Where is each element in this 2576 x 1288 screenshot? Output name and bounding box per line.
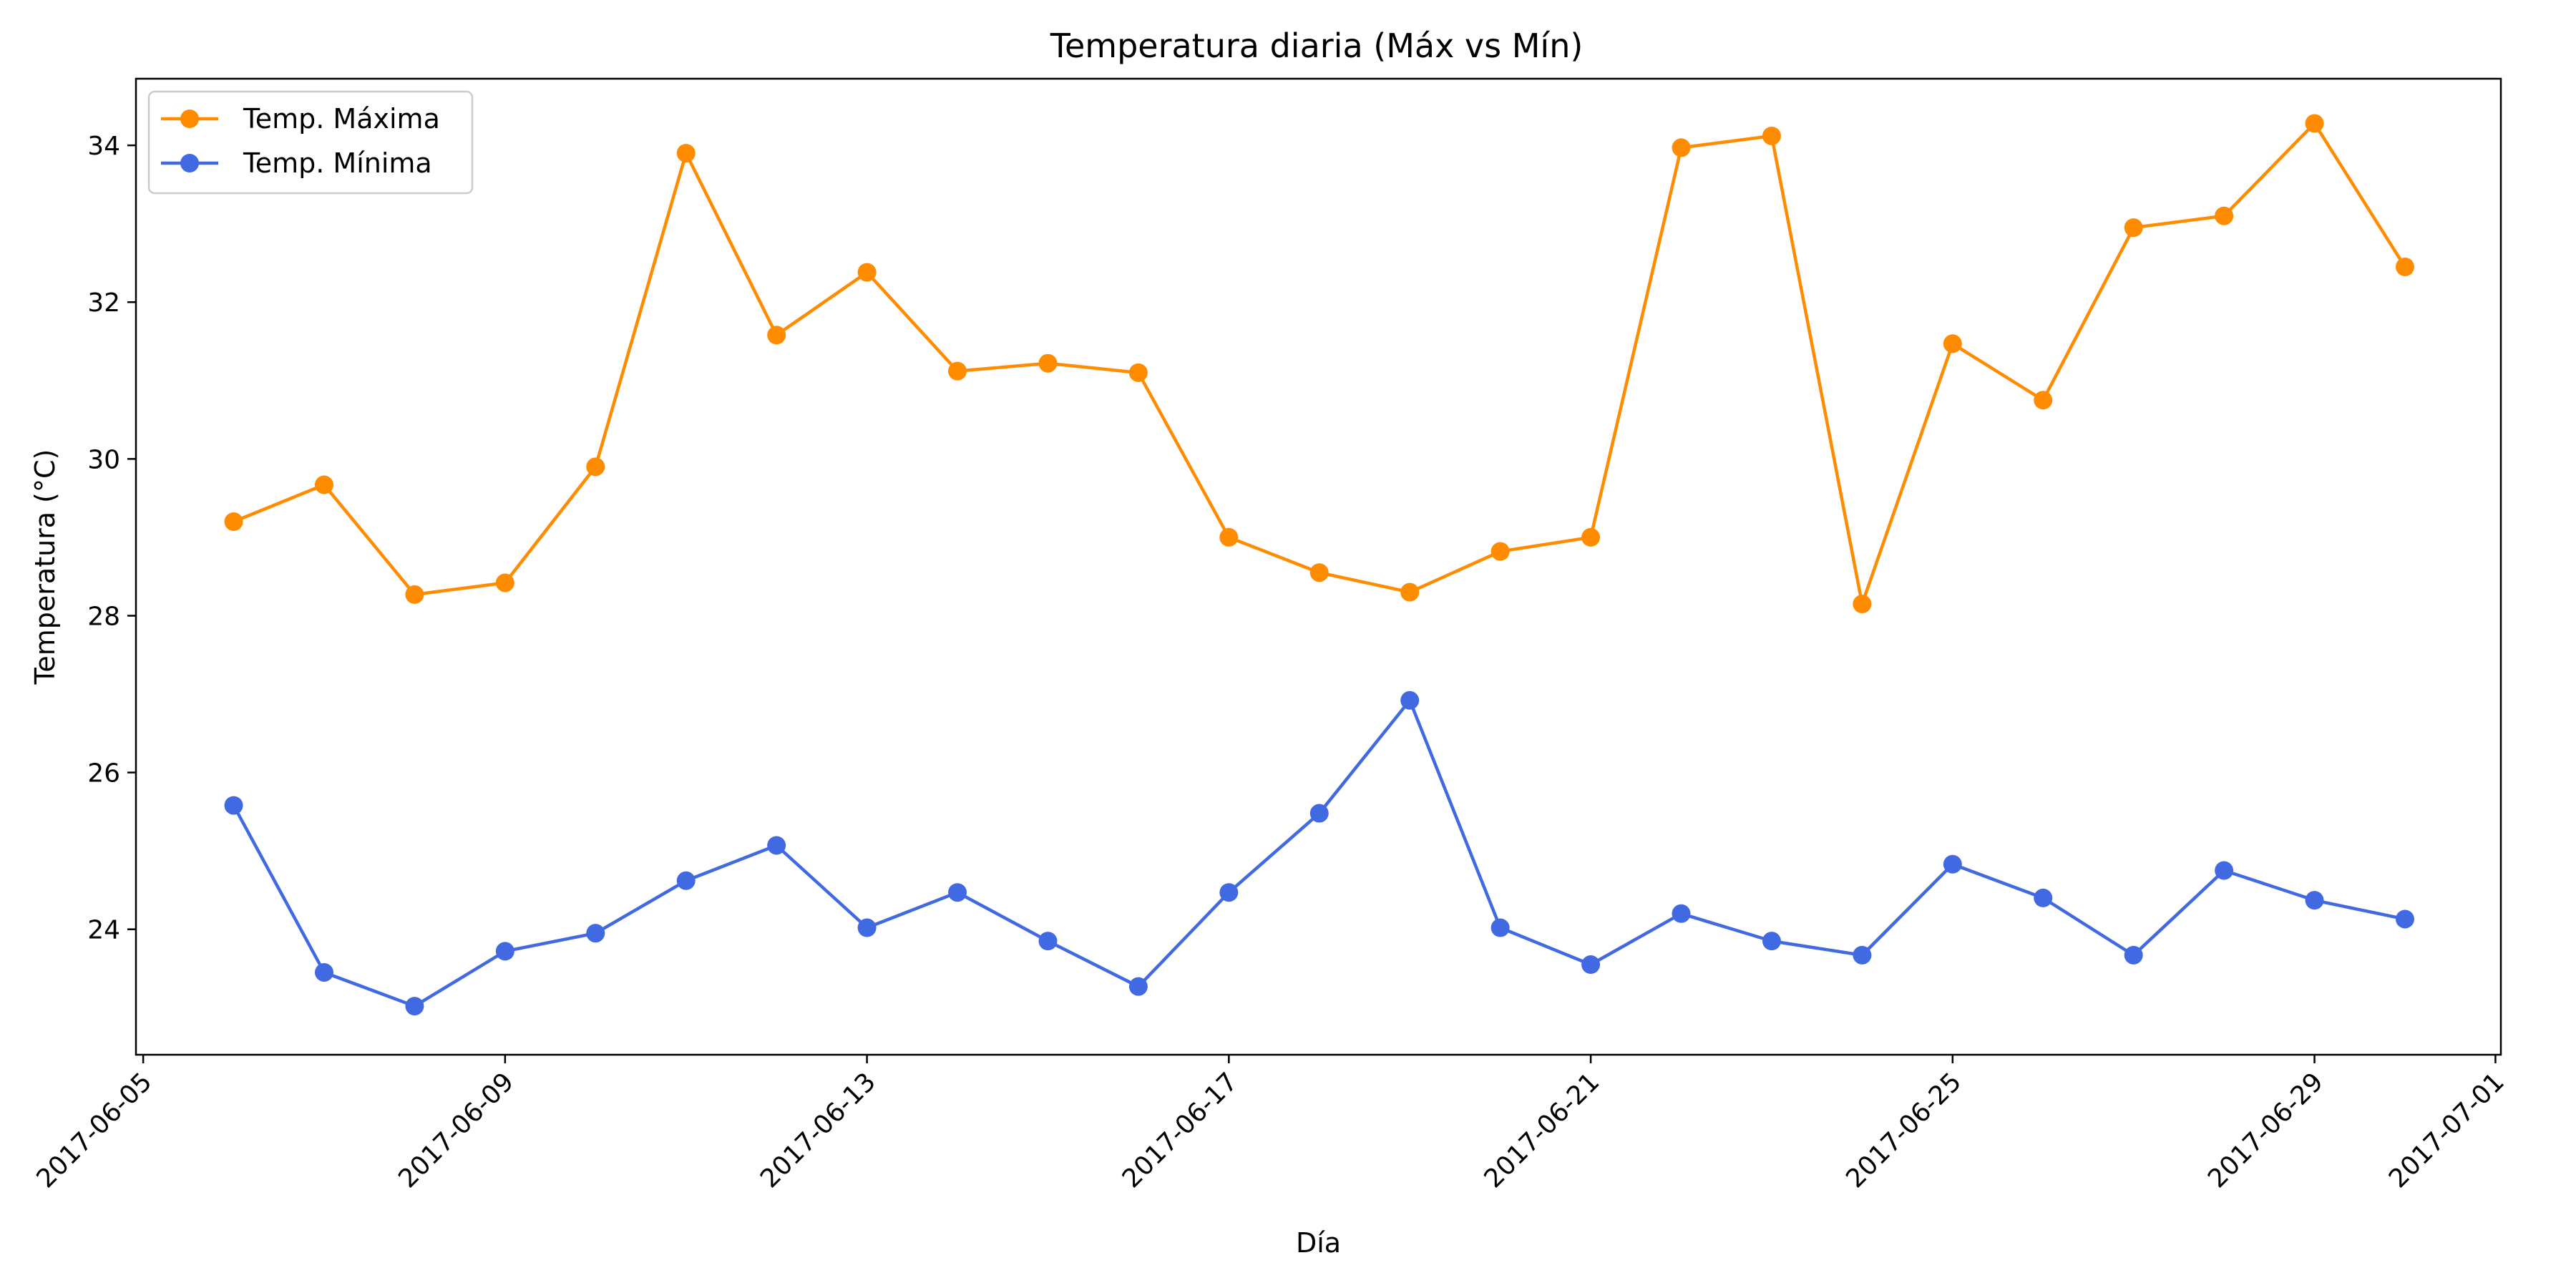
- data-point: [495, 573, 514, 592]
- data-point: [495, 942, 514, 961]
- x-axis-label: Día: [1296, 1227, 1341, 1259]
- data-point: [2034, 888, 2053, 907]
- series-min: [224, 691, 2414, 1016]
- legend-marker: [180, 109, 199, 128]
- y-tick-label: 32: [87, 288, 120, 318]
- data-point: [314, 962, 333, 982]
- plot-frame: [135, 77, 2502, 1056]
- legend-label: Temp. Mínima: [243, 147, 432, 179]
- data-point: [1491, 542, 1510, 561]
- legend-entry: Temp. Mínima: [161, 147, 432, 179]
- data-point: [2124, 218, 2143, 238]
- data-point: [1038, 353, 1058, 373]
- data-point: [2034, 391, 2053, 410]
- data-point: [1400, 691, 1420, 710]
- data-point: [1219, 883, 1239, 902]
- data-point: [224, 512, 243, 532]
- data-point: [2305, 891, 2324, 910]
- data-point: [857, 918, 877, 937]
- data-point: [586, 457, 605, 477]
- data-point: [1491, 918, 1510, 937]
- data-point: [1672, 904, 1691, 923]
- series-max: [224, 114, 2414, 614]
- data-point: [2395, 257, 2414, 276]
- data-point: [314, 475, 333, 494]
- y-tick-label: 26: [87, 759, 120, 789]
- data-point: [2395, 909, 2414, 929]
- data-point: [1128, 977, 1148, 996]
- data-point: [405, 997, 424, 1016]
- y-tick-label: 34: [87, 132, 120, 161]
- data-point: [1400, 582, 1420, 602]
- data-point: [767, 836, 786, 855]
- data-point: [224, 796, 243, 815]
- data-point: [1128, 363, 1148, 382]
- data-point: [948, 361, 967, 381]
- y-tick-label: 24: [87, 916, 120, 945]
- data-point: [676, 144, 696, 163]
- data-point: [1309, 804, 1329, 823]
- data-point: [2215, 206, 2234, 225]
- data-point: [2305, 114, 2324, 133]
- data-point: [405, 585, 424, 604]
- y-tick-label: 28: [87, 602, 120, 631]
- data-point: [1309, 563, 1329, 582]
- legend-entry: Temp. Máxima: [161, 103, 440, 135]
- data-point: [1581, 527, 1601, 547]
- y-axis: 24 26 28 30 32 34: [87, 132, 136, 945]
- data-point: [1672, 138, 1691, 157]
- data-point: [676, 871, 696, 890]
- plot-area: [224, 114, 2414, 1016]
- legend: Temp. Máxima Temp. Mínima: [147, 90, 474, 195]
- data-point: [1762, 932, 1781, 951]
- data-point: [1943, 854, 1962, 874]
- data-point: [1943, 334, 1962, 353]
- data-point: [767, 326, 786, 345]
- data-point: [2124, 945, 2143, 965]
- data-point: [1762, 126, 1781, 145]
- data-point: [586, 924, 605, 943]
- data-point: [948, 883, 967, 902]
- data-point: [1853, 945, 1872, 965]
- data-point: [1581, 955, 1601, 975]
- data-point: [1219, 527, 1239, 547]
- data-point: [857, 263, 877, 282]
- data-point: [2215, 861, 2234, 880]
- y-tick-label: 30: [87, 445, 120, 474]
- data-point: [1853, 595, 1872, 614]
- legend-marker: [180, 154, 199, 172]
- data-point: [1038, 932, 1058, 951]
- chart-title: Temperatura diaria (Máx vs Mín): [1050, 26, 1584, 65]
- legend-label: Temp. Máxima: [243, 103, 440, 135]
- legend-box: [147, 90, 474, 195]
- y-axis-label: Temperatura (°C): [29, 449, 61, 686]
